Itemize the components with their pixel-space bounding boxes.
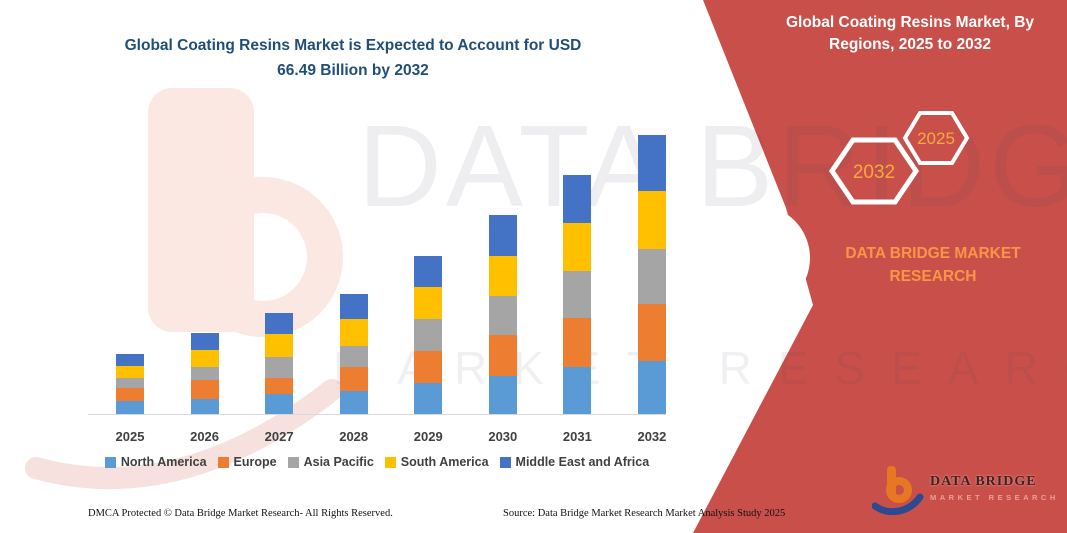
bar-segment — [414, 351, 443, 383]
legend-label: South America — [400, 455, 489, 469]
bar-segment — [637, 134, 666, 191]
bar-segment — [563, 367, 592, 414]
bar-segment — [637, 361, 666, 414]
bar-segment — [414, 287, 443, 319]
legend-swatch — [287, 456, 299, 468]
bar-segment — [116, 353, 144, 367]
band-notch-circle — [704, 205, 810, 311]
bar-segment — [414, 318, 443, 352]
bar-segment — [265, 394, 294, 414]
hexagon-2032-icon — [828, 137, 920, 205]
footer-copyright: DMCA Protected © Data Bridge Market Rese… — [88, 508, 393, 519]
bar-segment — [488, 335, 517, 377]
logo-b-icon — [872, 466, 924, 515]
x-axis-label: 2025 — [115, 429, 145, 444]
stacked-bar-chart: 2025 2026 2027 2028 2029 2030 2031 2032 — [88, 120, 666, 444]
bar-segment — [265, 377, 294, 395]
bar-segment — [488, 295, 517, 336]
hexagon-2032-label: 2032 — [853, 162, 895, 183]
bar-segment — [563, 222, 592, 272]
bar-segment — [339, 391, 368, 414]
x-axis-line — [88, 414, 666, 415]
legend-swatch — [384, 456, 396, 468]
bar-column: 2026 — [190, 333, 219, 444]
x-axis-label: 2031 — [562, 429, 592, 444]
logo-subtitle: MARKET RESEARCH — [930, 493, 1059, 502]
bar-segment — [414, 255, 443, 288]
legend-label: North America — [120, 455, 207, 469]
bar-segment — [339, 345, 368, 367]
bar-column: 2030 — [488, 215, 517, 444]
legend-item: South America — [384, 455, 489, 469]
bar-column: 2031 — [563, 175, 592, 444]
bar-segment — [488, 215, 517, 257]
legend-label: Europe — [233, 455, 277, 469]
bar-segment — [488, 256, 517, 296]
bar-column: 2027 — [265, 313, 294, 444]
x-axis-label: 2027 — [264, 429, 294, 444]
legend-item: North America — [104, 455, 207, 469]
bar-segment — [116, 401, 144, 414]
page-title-line2: 66.49 Billion by 2032 — [277, 61, 429, 79]
bar-segment — [190, 380, 219, 399]
page-title-line1: Global Coating Resins Market is Expected… — [124, 37, 582, 54]
bar-segment — [116, 366, 144, 378]
bar-segment — [116, 388, 144, 402]
bar-column: 2029 — [414, 255, 443, 444]
bar-column: 2032 — [637, 134, 666, 444]
legend-swatch — [217, 456, 229, 468]
bar-segment — [339, 293, 368, 320]
legend-label: Asia Pacific — [303, 455, 374, 469]
year-hexagons: 2032 2025 — [828, 111, 970, 205]
legend-item: Asia Pacific — [287, 455, 374, 469]
red-band-shape — [693, 0, 1067, 533]
bar-segment — [190, 333, 219, 350]
footer-source: Source: Data Bridge Market Research Mark… — [503, 508, 786, 519]
bar-segment — [265, 313, 294, 334]
bar-segment — [116, 377, 144, 389]
logo-title: DATA BRIDGE — [930, 474, 1037, 489]
x-axis-label: 2032 — [637, 429, 667, 444]
bar-segment — [414, 382, 443, 414]
dbmr-logo: DATA BRIDGE MARKET RESEARCH — [872, 458, 1067, 518]
brand-text: DATA BRIDGE MARKET RESEARCH — [845, 245, 1021, 286]
x-axis-label: 2030 — [488, 429, 518, 444]
bar-segment — [637, 303, 666, 362]
bar-segment — [339, 366, 368, 392]
hexagon-2025-label: 2025 — [917, 129, 955, 148]
bar-segment — [488, 376, 517, 414]
x-axis-label: 2026 — [190, 429, 220, 444]
bar-segment — [190, 349, 219, 368]
x-axis-label: 2029 — [413, 429, 443, 444]
bar-column: 2028 — [339, 293, 368, 444]
bar-segment — [190, 398, 219, 414]
bar-segment — [265, 357, 294, 378]
legend-item: Europe — [217, 455, 277, 469]
bar-segment — [563, 271, 592, 319]
bar-segment — [563, 175, 592, 223]
bar-segment — [637, 248, 666, 304]
x-axis-label: 2028 — [339, 429, 369, 444]
legend-item: Middle East and Africa — [499, 455, 650, 469]
legend-label: Middle East and Africa — [515, 455, 650, 469]
bar-segment — [563, 318, 592, 367]
bar-segment — [339, 319, 368, 346]
hexagon-2025-icon — [902, 111, 970, 165]
bar-segment — [637, 190, 666, 249]
legend-swatch — [499, 456, 511, 468]
page-title: Global Coating Resins Market is Expected… — [108, 34, 598, 84]
bar-segment — [265, 333, 294, 358]
legend: North America Europe Asia Pacific South Ame… — [80, 455, 674, 469]
bar-column: 2025 — [116, 353, 144, 444]
legend-swatch — [104, 456, 116, 468]
bar-segment — [190, 367, 219, 381]
band-title: Global Coating Resins Market, By Regions… — [785, 14, 1035, 54]
